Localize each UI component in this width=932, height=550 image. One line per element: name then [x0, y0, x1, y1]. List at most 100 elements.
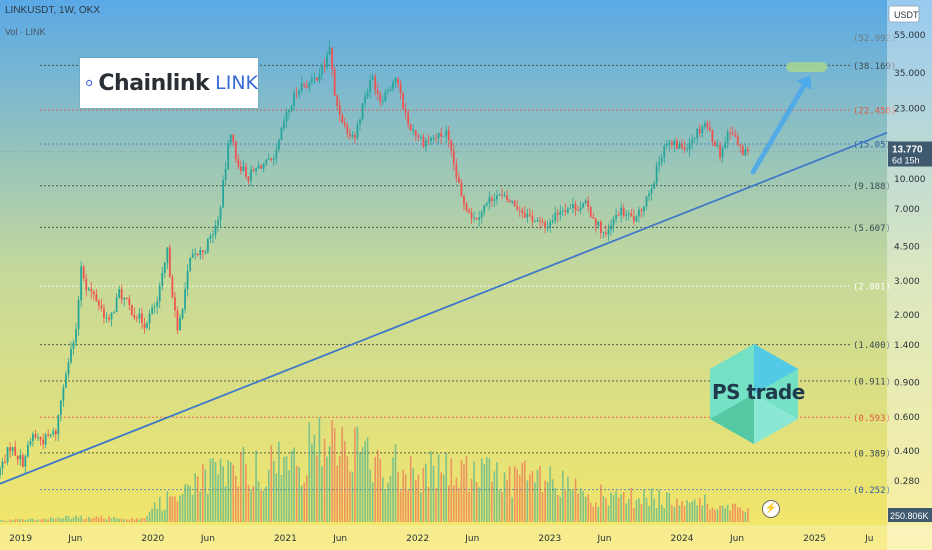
candle-body	[577, 210, 579, 212]
candle-body	[323, 65, 326, 68]
candle-body	[556, 212, 559, 215]
candle-body	[219, 207, 222, 221]
volume-bar	[620, 494, 622, 522]
candle-body	[19, 455, 22, 460]
lightning-icon[interactable]: ⚡	[762, 500, 780, 518]
candle-body	[488, 197, 491, 204]
candle-body	[232, 134, 235, 142]
candle-body	[374, 76, 377, 90]
volume-bar	[617, 497, 620, 522]
volume-badge	[888, 508, 932, 522]
volume-bar	[34, 520, 37, 522]
volume-bar	[275, 473, 278, 522]
candle-body	[181, 309, 184, 319]
volume-bar	[24, 519, 27, 522]
candle-body	[272, 158, 275, 161]
volume-bar	[207, 494, 209, 522]
volume-bar	[736, 507, 739, 522]
candle-body	[303, 83, 306, 86]
volume-bar	[318, 417, 321, 522]
candle-body	[531, 215, 534, 222]
candle-body	[318, 75, 321, 82]
projection-arrow-head	[796, 75, 812, 91]
candle-body	[151, 307, 154, 314]
volume-bar	[136, 518, 138, 522]
fib-label-2: (22.458)	[853, 107, 896, 117]
volume-bar	[501, 492, 503, 522]
volume-bar	[485, 456, 488, 522]
volume-bar	[49, 517, 52, 522]
volume-bar	[518, 475, 521, 522]
fib-label-8: (0.911)	[853, 377, 891, 387]
currency-box	[888, 5, 920, 23]
y-tick-7: 3.000	[894, 277, 920, 287]
candle-body	[526, 214, 529, 218]
candle-body	[199, 250, 202, 256]
candle-body	[379, 94, 382, 102]
volume-bar	[39, 519, 42, 522]
y-tick-11: 0.600	[894, 413, 920, 423]
candle-body	[579, 207, 582, 211]
candle-body	[34, 434, 37, 438]
candle-body	[153, 306, 156, 308]
candle-body	[0, 468, 1, 475]
volume-bar	[288, 470, 290, 522]
candle-body	[402, 92, 405, 109]
candle-body	[11, 447, 14, 451]
volume-bar	[635, 500, 638, 522]
volume-bar	[179, 495, 181, 522]
volume-bar	[27, 519, 29, 522]
y-tick-10: 0.900	[894, 379, 920, 389]
candle-body	[206, 238, 209, 253]
volume-bar	[526, 480, 529, 522]
volume-bar	[389, 475, 392, 522]
candle-body	[708, 127, 711, 131]
candle-body	[227, 143, 230, 169]
volume-bar	[115, 518, 118, 522]
volume-bar	[356, 426, 359, 522]
volume-bar	[163, 509, 166, 522]
candle-body	[196, 253, 199, 256]
x-tick-1: Jun	[67, 534, 82, 544]
candle-body	[310, 78, 313, 83]
candle-body	[414, 130, 417, 136]
volume-bar	[747, 508, 749, 522]
volume-bar	[394, 444, 397, 522]
candle-body	[32, 434, 34, 442]
volume-bar	[516, 468, 519, 522]
candle-body	[470, 212, 473, 219]
candle-body	[698, 128, 701, 134]
volume-bar	[382, 477, 384, 522]
candle-body	[419, 137, 422, 138]
candle-body	[549, 222, 552, 228]
candle-body	[204, 252, 207, 253]
candle-body	[622, 207, 625, 216]
x-tick-8: 2023	[538, 534, 561, 544]
candle-body	[341, 114, 344, 123]
volume-bar	[103, 518, 105, 522]
volume-bar	[321, 466, 323, 522]
volume-bar	[209, 458, 212, 522]
volume-bar	[480, 458, 483, 522]
volume-bar	[437, 454, 440, 522]
volume-bar	[333, 428, 336, 522]
candle-body	[602, 232, 605, 234]
candle-body	[166, 247, 169, 263]
candle-body	[92, 291, 95, 295]
candle-body	[343, 122, 346, 126]
volume-bar	[217, 474, 219, 522]
volume-bar	[511, 497, 513, 522]
candle-body	[564, 210, 567, 213]
candle-body	[189, 257, 192, 271]
volume-bar	[442, 474, 445, 522]
volume-bar	[425, 463, 427, 522]
volume-bar	[19, 519, 22, 522]
candle-body	[503, 195, 506, 197]
volume-bar	[138, 519, 141, 522]
volume-bar	[589, 502, 592, 522]
candle-body	[80, 266, 83, 301]
ps-trade-hexagon-icon	[710, 344, 798, 444]
volume-bar	[597, 506, 600, 522]
volume-bar	[11, 520, 14, 522]
candle-body	[681, 143, 683, 148]
